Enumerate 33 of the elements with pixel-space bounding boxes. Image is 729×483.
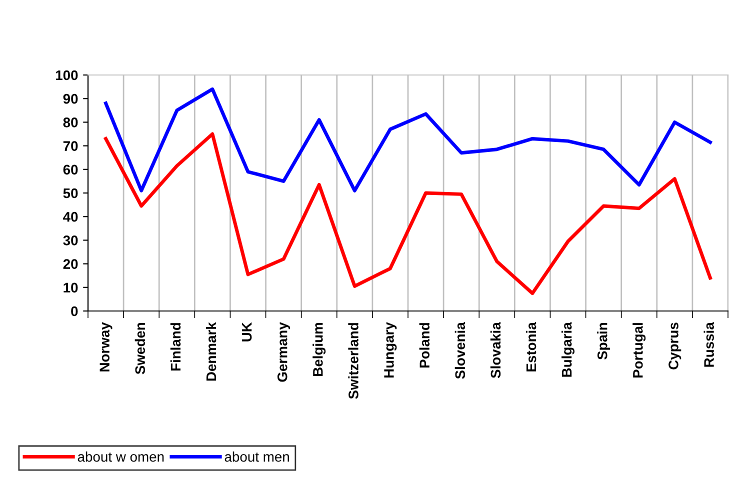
y-tick-label: 80 bbox=[63, 118, 78, 128]
x-tick-label: Slovenia bbox=[454, 322, 466, 379]
x-tick-label: Slovakia bbox=[490, 322, 501, 378]
y-tick-label: 90 bbox=[63, 94, 78, 104]
x-tick-label: Germany bbox=[277, 322, 290, 382]
x-tick-label: Poland bbox=[419, 323, 430, 368]
y-tick-label: 100 bbox=[56, 70, 78, 80]
legend-label: about men bbox=[224, 452, 289, 462]
x-tick-label: Finland bbox=[170, 323, 181, 371]
x-tick-label: Belgium bbox=[312, 322, 326, 376]
x-tick-label: Portugal bbox=[632, 323, 646, 378]
x-tick-label: Norway bbox=[100, 322, 112, 372]
y-tick-label: 10 bbox=[64, 282, 78, 293]
x-tick-label: Estonia bbox=[526, 322, 536, 372]
y-tick-label: 50 bbox=[63, 188, 78, 198]
y-tick-label: 60 bbox=[63, 164, 78, 175]
line-series bbox=[104, 132, 712, 296]
x-tick-label: Hungary bbox=[384, 322, 397, 378]
y-tick-label: 20 bbox=[63, 259, 78, 269]
x-tick-label: Denmark bbox=[206, 322, 216, 381]
y-tick-label: 40 bbox=[63, 212, 78, 222]
x-tick-label: Bulgaria bbox=[561, 322, 575, 377]
x-tick-label: Russia bbox=[704, 322, 714, 367]
x-tick-label: Switzerland bbox=[348, 323, 358, 399]
x-tick-label: Spain bbox=[597, 322, 610, 360]
y-tick-label: 30 bbox=[63, 236, 78, 246]
x-tick-label: Sweden bbox=[134, 322, 146, 374]
legend-label: about w omen bbox=[78, 452, 164, 462]
y-tick-label: 70 bbox=[63, 141, 78, 151]
x-tick-label: UK bbox=[242, 322, 252, 342]
x-tick-label: Cyprus bbox=[668, 322, 682, 370]
line-series bbox=[104, 87, 712, 192]
y-tick-label: 0 bbox=[71, 306, 78, 316]
